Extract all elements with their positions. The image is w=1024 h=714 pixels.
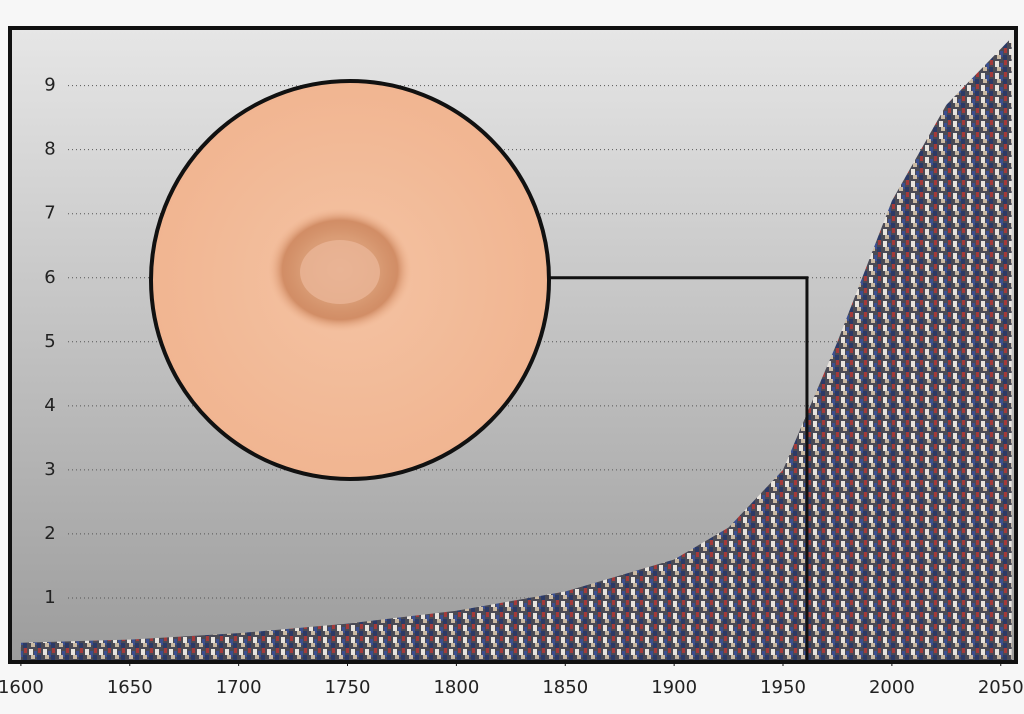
- x-tick-label: 1750: [325, 677, 371, 698]
- y-tick-label: 4: [44, 395, 55, 416]
- x-tick-label: 1650: [107, 677, 153, 698]
- x-tick-label: 1700: [216, 677, 262, 698]
- x-tick-label: 1900: [651, 677, 697, 698]
- x-tick-label: 1800: [433, 677, 479, 698]
- x-tick-label: 1850: [542, 677, 588, 698]
- skin-spot-core: [300, 240, 380, 304]
- y-tick-label: 8: [44, 139, 55, 160]
- plot-frame: [8, 26, 1018, 664]
- y-tick-label: 6: [44, 267, 55, 288]
- x-tick-label: 1600: [0, 677, 44, 698]
- callout-line: [549, 276, 809, 662]
- y-tick-label: 3: [44, 459, 55, 480]
- y-tick-label: 5: [44, 331, 55, 352]
- x-tick-label: 2000: [869, 677, 915, 698]
- y-tick-label: 9: [44, 75, 55, 96]
- overlay: 1 2 3 4 5 6 7 8 9 1600 1650 1700 1750 1800 1850 1900 195…: [0, 75, 1024, 698]
- x-tick-label: 1950: [760, 677, 806, 698]
- x-tick-label: 2050: [978, 677, 1024, 698]
- y-tick-label: 7: [44, 203, 55, 224]
- population-area: [20, 37, 1012, 662]
- marks: [20, 37, 1012, 662]
- y-tick-label: 1: [44, 587, 55, 608]
- y-tick-label: 2: [44, 523, 55, 544]
